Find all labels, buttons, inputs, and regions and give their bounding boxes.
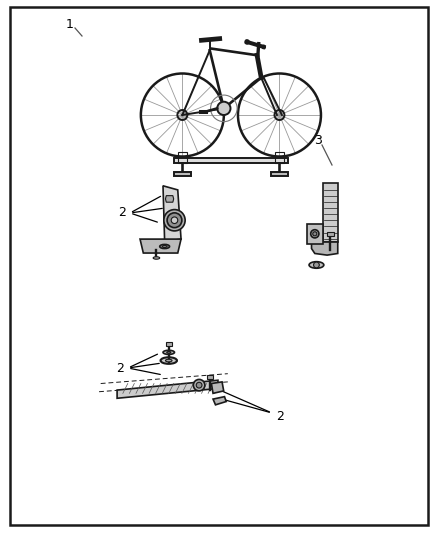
- Ellipse shape: [160, 245, 170, 248]
- Text: 2: 2: [118, 206, 126, 220]
- Circle shape: [217, 102, 230, 115]
- Text: 2: 2: [116, 361, 124, 375]
- Polygon shape: [311, 242, 338, 255]
- Bar: [327, 232, 334, 236]
- Polygon shape: [212, 382, 224, 393]
- Circle shape: [171, 217, 178, 223]
- Circle shape: [262, 45, 265, 49]
- Ellipse shape: [167, 352, 171, 353]
- Text: 3: 3: [314, 134, 322, 148]
- Bar: [207, 375, 212, 379]
- Circle shape: [313, 232, 317, 236]
- Polygon shape: [166, 196, 173, 202]
- Ellipse shape: [153, 257, 160, 259]
- Ellipse shape: [166, 359, 172, 362]
- Circle shape: [314, 262, 319, 268]
- Circle shape: [245, 40, 249, 44]
- Ellipse shape: [162, 246, 167, 247]
- Circle shape: [164, 209, 185, 231]
- Circle shape: [167, 213, 182, 228]
- Polygon shape: [163, 186, 181, 241]
- Polygon shape: [213, 397, 226, 405]
- Circle shape: [193, 379, 205, 391]
- Circle shape: [311, 230, 319, 238]
- Bar: [174, 172, 191, 175]
- Text: 1: 1: [66, 19, 74, 31]
- Circle shape: [196, 382, 202, 388]
- Ellipse shape: [163, 350, 174, 354]
- Polygon shape: [140, 239, 181, 253]
- Polygon shape: [307, 224, 323, 244]
- Bar: [271, 172, 288, 175]
- Bar: [276, 151, 284, 163]
- Text: 2: 2: [276, 409, 284, 423]
- Bar: [323, 183, 338, 242]
- Polygon shape: [117, 380, 218, 398]
- Ellipse shape: [161, 357, 177, 364]
- Bar: [174, 158, 288, 163]
- Bar: [166, 342, 172, 346]
- Bar: [178, 151, 187, 163]
- Ellipse shape: [309, 262, 324, 268]
